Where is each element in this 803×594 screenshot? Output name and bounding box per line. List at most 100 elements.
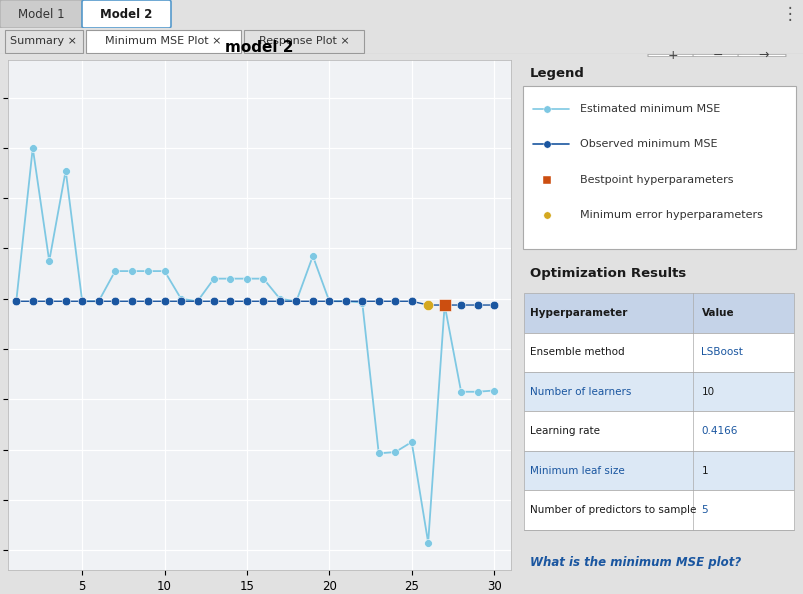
Point [306, 251, 319, 261]
Point [454, 387, 467, 397]
Point [224, 274, 237, 283]
Text: Hyperparameter: Hyperparameter [529, 308, 626, 318]
Point [540, 210, 552, 219]
Text: Bestpoint hyperparameters: Bestpoint hyperparameters [580, 175, 733, 185]
Point [43, 296, 55, 306]
Point [471, 387, 483, 397]
Text: 0.4166: 0.4166 [700, 426, 737, 436]
Text: Optimization Results: Optimization Results [529, 267, 685, 280]
FancyBboxPatch shape [243, 30, 364, 53]
Point [257, 296, 270, 306]
Text: What is the minimum MSE plot?: What is the minimum MSE plot? [529, 556, 740, 569]
Bar [524, 490, 793, 530]
Point [290, 296, 303, 306]
Point [158, 266, 171, 276]
Text: LSBoost: LSBoost [700, 347, 743, 358]
Point [372, 448, 385, 458]
Text: Response Plot ×: Response Plot × [259, 36, 349, 46]
Point [339, 296, 352, 306]
Point [438, 301, 450, 310]
Point [141, 266, 154, 276]
Point [26, 143, 39, 153]
FancyBboxPatch shape [647, 54, 695, 57]
Point [207, 274, 220, 283]
Point [422, 301, 434, 310]
FancyBboxPatch shape [5, 30, 83, 53]
Text: Ensemble method: Ensemble method [529, 347, 624, 358]
FancyBboxPatch shape [82, 0, 171, 28]
FancyBboxPatch shape [0, 0, 82, 28]
Point [389, 447, 402, 457]
Bar [524, 372, 793, 412]
Text: Minimum leaf size: Minimum leaf size [529, 466, 624, 476]
Point [487, 386, 500, 395]
Point [405, 296, 418, 306]
Text: ⋮: ⋮ [781, 5, 797, 23]
Point [540, 140, 552, 149]
Title: model 2: model 2 [225, 40, 293, 55]
Point [43, 256, 55, 266]
Text: Number of learners: Number of learners [529, 387, 630, 397]
Point [389, 296, 402, 306]
Point [10, 296, 22, 306]
Point [92, 296, 105, 306]
Point [438, 301, 450, 310]
Point [422, 301, 434, 310]
Point [422, 538, 434, 547]
Bar [524, 333, 793, 372]
Text: →: → [757, 49, 768, 62]
Point [75, 296, 88, 306]
Point [438, 301, 450, 310]
Point [273, 294, 286, 304]
Point [174, 294, 187, 304]
Point [207, 296, 220, 306]
Point [540, 105, 552, 114]
Point [257, 274, 270, 283]
Point [174, 296, 187, 306]
Text: +: + [667, 49, 678, 62]
Point [487, 301, 500, 310]
Text: Minimum error hyperparameters: Minimum error hyperparameters [580, 210, 762, 220]
Point [240, 274, 253, 283]
Bar [524, 412, 793, 451]
Point [323, 296, 336, 306]
Point [125, 296, 138, 306]
Point [191, 296, 204, 306]
Point [191, 296, 204, 306]
Point [454, 301, 467, 310]
Point [323, 296, 336, 306]
FancyBboxPatch shape [86, 30, 241, 53]
Point [26, 296, 39, 306]
Text: 5: 5 [700, 505, 707, 515]
Point [92, 296, 105, 306]
Point [224, 296, 237, 306]
Text: Model 1: Model 1 [18, 8, 64, 21]
Point [108, 266, 121, 276]
Point [372, 296, 385, 306]
Point [471, 301, 483, 310]
Text: Number of predictors to sample: Number of predictors to sample [529, 505, 695, 515]
Text: Legend: Legend [529, 68, 584, 80]
Point [125, 266, 138, 276]
Point [10, 296, 22, 306]
Point [273, 296, 286, 306]
Bar [524, 293, 793, 333]
FancyBboxPatch shape [692, 54, 740, 57]
Point [339, 296, 352, 306]
Point [306, 296, 319, 306]
Text: Value: Value [700, 308, 733, 318]
Text: Minimum MSE Plot ×: Minimum MSE Plot × [105, 36, 222, 46]
Text: Summary ×: Summary × [10, 36, 77, 46]
Point [356, 296, 369, 306]
Point [59, 166, 72, 175]
Point [405, 437, 418, 447]
Point [356, 298, 369, 307]
Point [158, 296, 171, 306]
Point [108, 296, 121, 306]
Point [290, 296, 303, 306]
Text: Observed minimum MSE: Observed minimum MSE [580, 140, 717, 150]
Point [240, 296, 253, 306]
Bar [524, 451, 793, 490]
FancyBboxPatch shape [737, 54, 785, 57]
Point [75, 296, 88, 306]
